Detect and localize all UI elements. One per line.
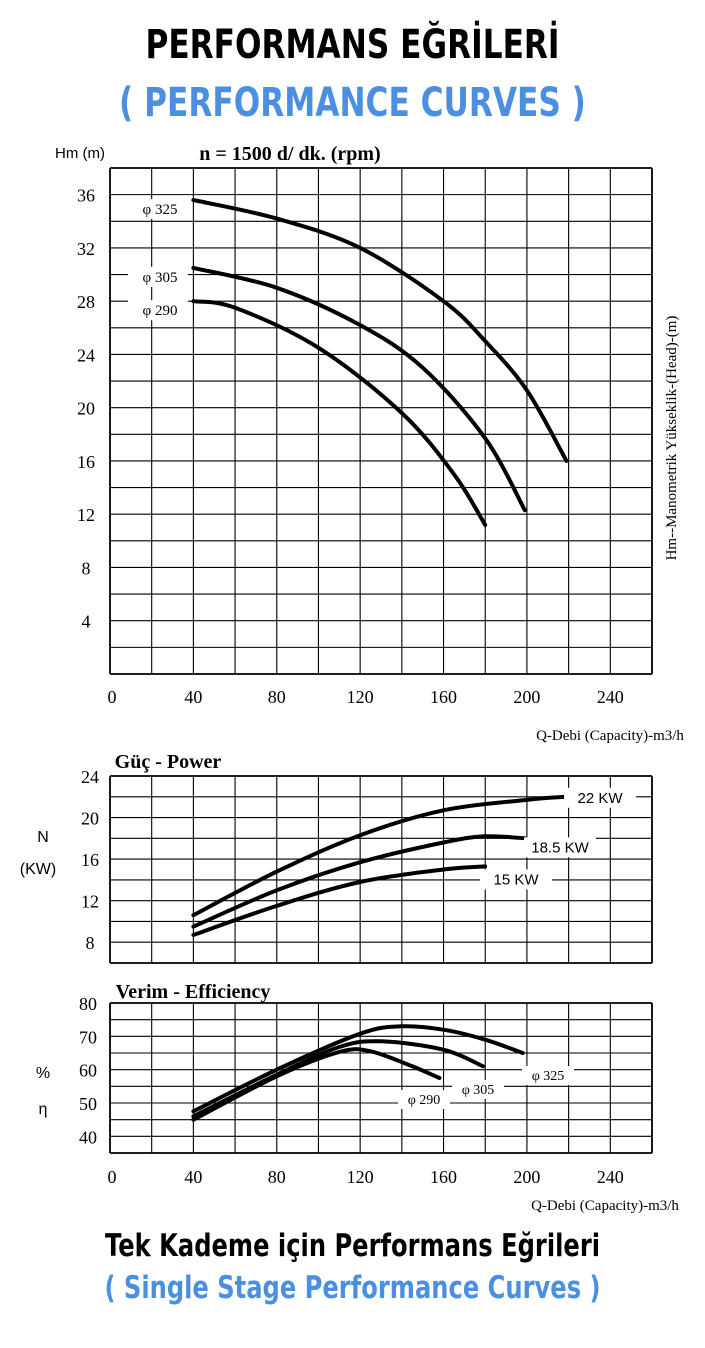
head-ytick-label: 16	[77, 452, 95, 472]
eff-series-label-2: φ 290	[408, 1093, 441, 1108]
footer-title-english: ( Single Stage Performance Curves )	[104, 1270, 601, 1306]
eff-ytick-label: 40	[79, 1127, 97, 1147]
head-curve-0	[191, 198, 569, 463]
head-chart-title: n = 1500 d/ dk. (rpm)	[199, 143, 380, 165]
eff-xtick-label: 120	[347, 1167, 374, 1187]
eff-xtick-label: 240	[597, 1167, 624, 1187]
title-turkish: PERFORMANS EĞRİLERİ	[145, 22, 560, 68]
power-ytick-label: 16	[81, 850, 99, 870]
power-ylabel-unit: (KW)	[20, 861, 56, 878]
head-curve-2	[191, 299, 488, 527]
eff-curve-2	[191, 1047, 442, 1122]
eff-series-label-1: φ 305	[462, 1083, 495, 1098]
eff-curve-0	[191, 1024, 525, 1114]
eff-xtick-label: 0	[108, 1167, 117, 1187]
power-ytick-label: 12	[81, 892, 99, 912]
head-series-label-bg	[128, 300, 188, 321]
head-ytick-label: 4	[82, 612, 91, 632]
eff-xtick-label: 80	[268, 1167, 286, 1187]
head-ytick-label: 20	[77, 399, 95, 419]
head-xtick-label: 160	[430, 687, 457, 707]
eff-xtick-label: 160	[430, 1167, 457, 1187]
head-ytick-label: 28	[77, 292, 95, 312]
title-english: ( PERFORMANCE CURVES )	[119, 80, 586, 126]
eff-series-label-bg	[398, 1090, 450, 1109]
head-ytick-label: 12	[77, 505, 95, 525]
footer-title-turkish: Tek Kademe için Performans Eğrileri	[104, 1228, 601, 1264]
power-curve-1	[191, 834, 527, 929]
head-ytick-label: 32	[77, 239, 95, 259]
head-ylabel: Hm (m)	[55, 145, 105, 162]
power-series-label-2: 15 KW	[493, 871, 539, 888]
head-series-label-bg	[128, 198, 188, 219]
eff-ylabel-eta: η	[39, 1101, 48, 1118]
power-chart-title: Güç - Power	[115, 751, 222, 773]
head-ytick-label: 8	[82, 558, 91, 578]
head-xtick-label: 0	[108, 687, 117, 707]
power-curve-0	[191, 794, 569, 918]
eff-ytick-label: 70	[79, 1027, 97, 1047]
head-curve-1	[191, 265, 527, 513]
power-curve-2	[191, 864, 488, 937]
eff-chart-title: Verim - Efficiency	[116, 981, 271, 1003]
power-ytick-label: 20	[81, 809, 99, 829]
head-ytick-label: 24	[77, 345, 95, 365]
power-series-label-0: 22 KW	[577, 790, 623, 807]
head-xtick-label: 200	[513, 687, 540, 707]
eff-xtick-label: 40	[184, 1167, 202, 1187]
head-series-label-2: φ 290	[143, 303, 178, 319]
head-xtick-label: 120	[347, 687, 374, 707]
head-xlabel: Q-Debi (Capacity)-m3/h	[536, 728, 684, 744]
power-series-label-bg	[564, 787, 636, 808]
head-xtick-label: 80	[268, 687, 286, 707]
head-xtick-label: 240	[597, 687, 624, 707]
eff-series-label-bg	[452, 1080, 504, 1099]
power-ylabel-n: N	[37, 829, 49, 846]
eff-xtick-label: 200	[513, 1167, 540, 1187]
head-ytick-label: 36	[77, 186, 95, 206]
eff-series-label-bg	[522, 1066, 574, 1085]
power-series-label-bg	[524, 837, 596, 858]
eff-series-label-0: φ 325	[532, 1069, 565, 1084]
head-ylabel-right: Hm--Manometrik Yükseklik-(Head)-(m)	[664, 316, 680, 561]
power-ytick-label: 8	[86, 933, 95, 953]
head-series-label-bg	[128, 266, 188, 287]
eff-xlabel: Q-Debi (Capacity)-m3/h	[531, 1198, 679, 1214]
power-ytick-label: 24	[81, 767, 99, 787]
eff-ytick-label: 60	[79, 1061, 97, 1081]
power-series-label-1: 18.5 KW	[531, 839, 589, 856]
power-series-label-bg	[480, 869, 552, 890]
head-xtick-label: 40	[184, 687, 202, 707]
head-series-label-0: φ 325	[143, 202, 178, 218]
head-series-label-1: φ 305	[143, 270, 178, 286]
eff-ytick-label: 80	[79, 994, 97, 1014]
eff-ytick-label: 50	[79, 1094, 97, 1114]
eff-ylabel-pct: %	[36, 1065, 50, 1082]
